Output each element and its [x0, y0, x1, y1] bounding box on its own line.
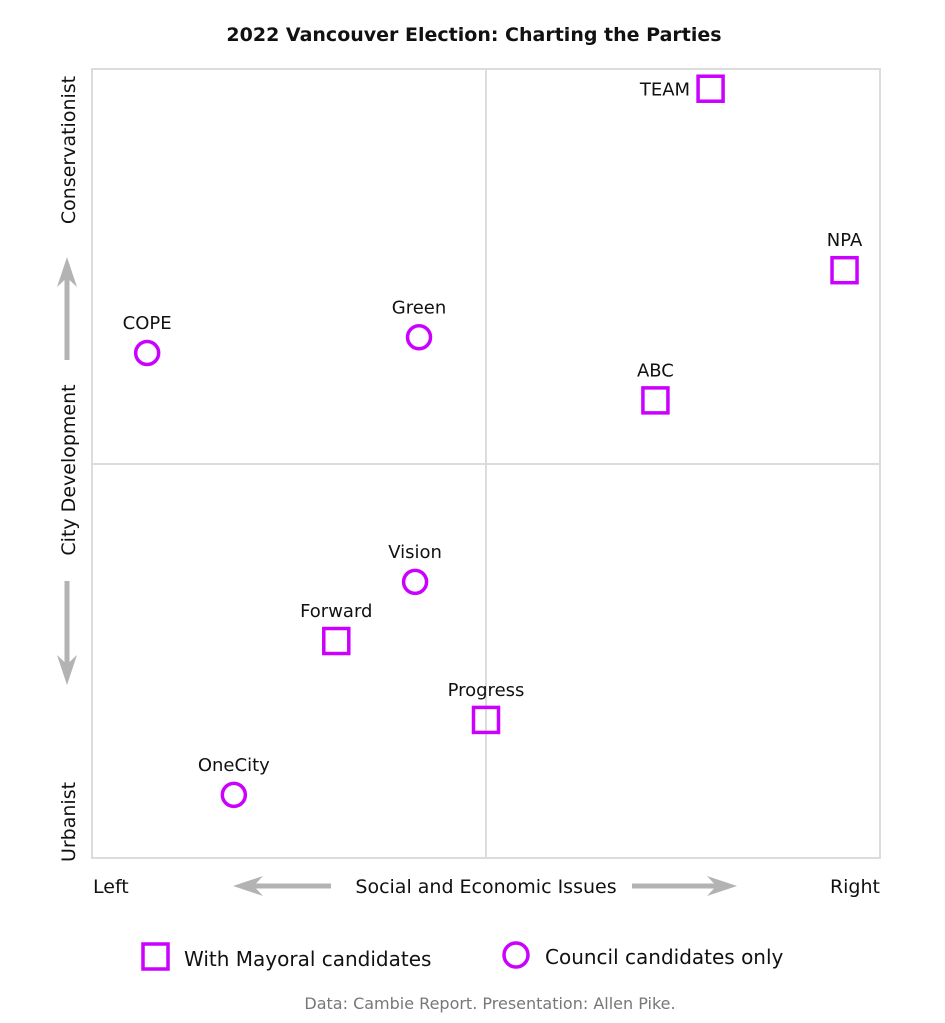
- data-point-abc: ABC: [637, 360, 674, 415]
- point-label: Forward: [300, 601, 372, 622]
- point-label: Progress: [448, 680, 525, 701]
- arrow-left-icon: [233, 876, 331, 896]
- point-label: OneCity: [198, 755, 270, 776]
- legend: With Mayoral candidates Council candidat…: [141, 941, 784, 971]
- x-axis: Left Social and Economic Issues Right: [93, 876, 880, 898]
- data-point-progress: Progress: [448, 680, 525, 735]
- data-point-green: Green: [392, 297, 447, 351]
- point-label: Vision: [388, 542, 442, 563]
- square-marker: [322, 626, 351, 656]
- square-marker: [471, 705, 501, 735]
- point-label: COPE: [123, 313, 172, 334]
- y-axis-label: City Development: [58, 384, 80, 555]
- data-point-forward: Forward: [300, 601, 372, 656]
- square-marker: [641, 386, 670, 415]
- legend-label-mayoral: With Mayoral candidates: [184, 947, 431, 971]
- legend-circle-icon: [502, 941, 530, 969]
- source-note: Data: Cambie Report. Presentation: Allen…: [304, 994, 675, 1013]
- plot-area: TEAM NPA ABC Forward Progress COPE Green Vision…: [91, 68, 881, 859]
- y-axis: Conservationist City Development Urbanis…: [57, 76, 80, 862]
- data-point-vision: Vision: [388, 542, 442, 596]
- x-max-label: Right: [830, 876, 880, 898]
- y-max-label: Conservationist: [58, 76, 80, 224]
- legend-square-icon: [141, 942, 170, 971]
- circle-marker: [401, 568, 429, 596]
- circle-marker: [133, 339, 161, 367]
- data-point-team: TEAM: [639, 74, 725, 103]
- point-label: TEAM: [639, 80, 690, 101]
- point-label: ABC: [637, 360, 674, 381]
- square-marker: [830, 255, 859, 285]
- arrow-right-icon: [632, 876, 737, 896]
- square-marker: [696, 74, 725, 103]
- arrow-up-icon: [57, 257, 77, 360]
- data-point-cope: COPE: [123, 313, 172, 367]
- point-label: Green: [392, 297, 447, 318]
- circle-marker: [220, 781, 248, 809]
- legend-label-council: Council candidates only: [545, 945, 784, 969]
- chart-title: 2022 Vancouver Election: Charting the Pa…: [226, 24, 721, 46]
- x-min-label: Left: [93, 876, 129, 898]
- data-point-onecity: OneCity: [198, 755, 270, 809]
- y-min-label: Urbanist: [58, 782, 80, 862]
- arrow-down-icon: [57, 581, 77, 685]
- legend-item-mayoral: With Mayoral candidates: [141, 942, 431, 971]
- legend-item-council: Council candidates only: [502, 941, 784, 969]
- data-point-npa: NPA: [827, 230, 863, 285]
- point-label: NPA: [827, 230, 863, 251]
- x-axis-label: Social and Economic Issues: [355, 876, 616, 898]
- points-layer: TEAM NPA ABC Forward Progress COPE Green Vision…: [123, 74, 863, 809]
- circle-marker: [405, 324, 433, 351]
